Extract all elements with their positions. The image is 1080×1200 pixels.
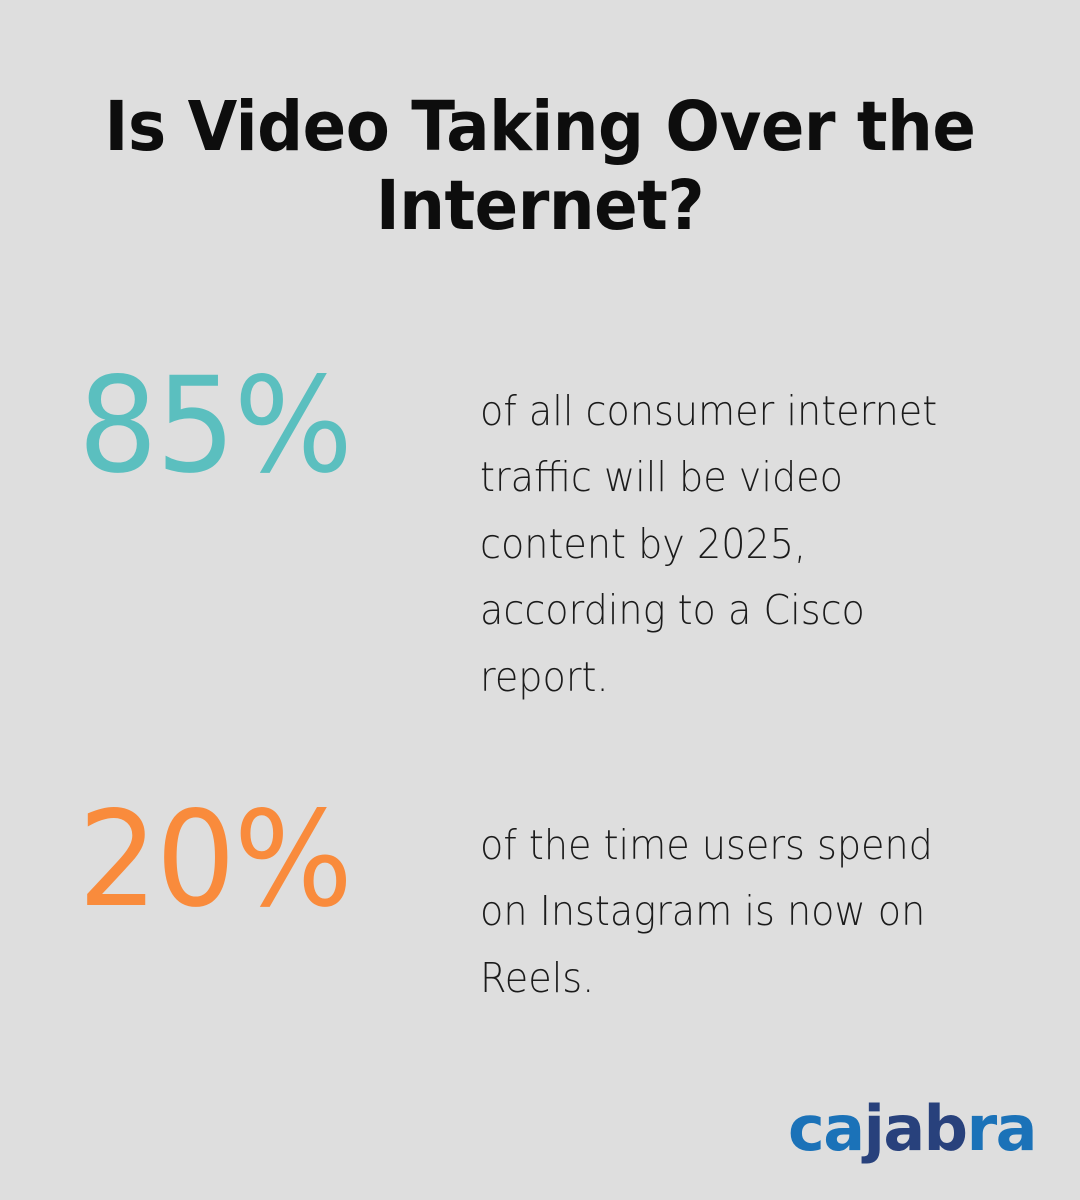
page-title: Is Video Taking Over the Internet? (104, 87, 976, 247)
brand-logo-segment-1: ca (788, 1092, 865, 1165)
title-block: Is Video Taking Over the Internet? (60, 87, 1020, 247)
statistics-list: 85% of all consumer internet traffic wil… (0, 360, 1080, 1011)
stat-figure-percentage: 85% (78, 349, 353, 503)
stat-figure-percentage: 20% (78, 783, 353, 938)
brand-logo-segment-2: jab (863, 1092, 968, 1165)
brand-logo-segment-3: ra (966, 1092, 1038, 1165)
stat-row: 85% of all consumer internet traffic wil… (0, 360, 1080, 710)
stat-row: 20% of the time users spend on Instagram… (0, 794, 1080, 1011)
brand-logo: cajabra (788, 1098, 1038, 1160)
stat-description: of all consumer internet traffic will be… (480, 387, 938, 701)
stat-description: of the time users spend on Instagram is … (480, 821, 933, 1002)
